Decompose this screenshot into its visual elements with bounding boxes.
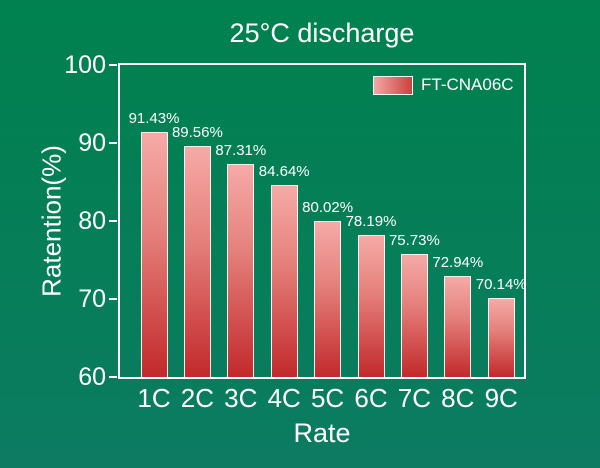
bar-value-label: 87.31% <box>215 141 267 159</box>
x-tick-label: 8C <box>441 383 475 413</box>
bar-3C <box>227 163 255 377</box>
bar-value-label: 91.43% <box>128 109 180 127</box>
bar-value-label: 75.73% <box>388 232 440 250</box>
x-axis-title: Rate <box>293 418 351 448</box>
x-tick-label: 7C <box>397 383 432 413</box>
x-tick-label: 3C <box>224 383 258 413</box>
x-tick-label: 5C <box>310 383 345 413</box>
bar-8C <box>444 276 472 377</box>
bar-2C <box>183 146 211 377</box>
y-tick-mark <box>109 64 117 66</box>
y-tick-mark <box>109 298 117 300</box>
bar-value-label: 80.02% <box>302 198 354 216</box>
legend: FT-CNA06C <box>373 75 514 95</box>
bar-7C <box>400 254 428 377</box>
bar-6C <box>357 235 385 377</box>
bar-1C <box>140 131 168 377</box>
bar-value-label: 72.94% <box>432 254 484 272</box>
bar-value-label: 70.14% <box>475 275 527 293</box>
legend-label: FT-CNA06C <box>421 75 514 94</box>
y-tick-mark <box>109 142 117 144</box>
y-tick-label: 70 <box>78 285 106 313</box>
legend-swatch-icon <box>373 75 413 95</box>
bar-4C <box>270 184 298 377</box>
x-tick-label: 6C <box>354 383 388 413</box>
plot-area: FT-CNA06C 91.43% 89.56% 87.31% 84.64% 80.02%… <box>118 63 527 379</box>
x-tick-label: 1C <box>137 383 171 413</box>
x-tick-label: 4C <box>267 383 301 413</box>
x-tick-label: 9C <box>484 383 518 413</box>
x-tick-label: 2C <box>180 383 215 413</box>
y-tick-label: 80 <box>78 207 106 235</box>
y-tick-mark <box>109 376 117 378</box>
bar-9C <box>487 297 515 377</box>
y-tick-label: 100 <box>64 51 106 79</box>
y-tick-label: 60 <box>78 363 106 391</box>
bar-value-label: 84.64% <box>258 162 310 180</box>
y-tick-mark <box>109 220 117 222</box>
bar-value-label: 78.19% <box>345 213 397 231</box>
chart-title: 25°C discharge <box>229 18 415 48</box>
bar-5C <box>314 220 342 377</box>
bar-value-label: 89.56% <box>171 124 223 142</box>
y-tick-label: 90 <box>78 129 106 157</box>
